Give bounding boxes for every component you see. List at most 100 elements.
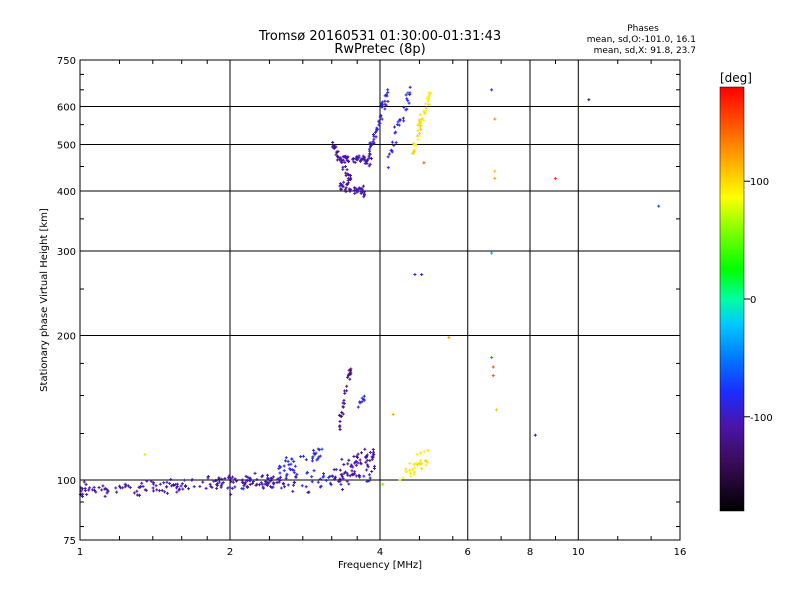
data-point [175, 486, 179, 490]
data-point [405, 107, 409, 111]
data-point [402, 119, 406, 123]
data-point [352, 186, 356, 190]
data-point [417, 462, 421, 466]
data-point [277, 467, 281, 471]
plot-frame [79, 59, 681, 541]
data-point [348, 474, 352, 478]
data-point [420, 117, 424, 121]
data-point [491, 374, 495, 378]
data-point [264, 479, 268, 483]
y-tick-label: 400 [57, 187, 76, 198]
data-point [137, 485, 141, 489]
data-point [305, 470, 309, 474]
data-point [494, 408, 498, 412]
data-point [424, 459, 428, 463]
data-point [368, 476, 372, 480]
data-point [359, 157, 363, 161]
data-point [172, 483, 176, 487]
data-point [339, 160, 343, 164]
data-point [347, 482, 351, 486]
data-point [357, 186, 361, 190]
data-point [411, 141, 415, 145]
data-point [269, 479, 273, 483]
data-point [356, 456, 360, 460]
data-point [491, 365, 495, 369]
x-axis-label: Frequency [MHz] [338, 560, 422, 571]
data-point [253, 471, 257, 475]
data-point [330, 145, 334, 149]
data-point [169, 477, 173, 481]
data-point [383, 94, 387, 98]
data-point [322, 474, 326, 478]
data-point [227, 474, 231, 478]
data-point [384, 103, 388, 107]
data-point [329, 483, 333, 487]
data-point [425, 460, 429, 464]
data-point [587, 98, 591, 102]
data-point [347, 458, 351, 462]
data-point [376, 127, 380, 131]
data-point [164, 485, 168, 489]
data-point [341, 405, 345, 409]
data-point [355, 155, 359, 159]
data-point [426, 448, 430, 452]
data-point [360, 451, 364, 455]
phase-box-x-line: mean, sd,X: 91.8, 23.7 [594, 46, 696, 56]
data-point [251, 479, 255, 483]
data-point [103, 494, 107, 498]
data-point [419, 128, 423, 132]
data-point [155, 488, 159, 492]
data-point [245, 485, 249, 489]
data-point [386, 166, 390, 170]
data-point [132, 491, 136, 495]
data-point [360, 190, 364, 194]
data-point [80, 487, 84, 491]
colorbar-ticks: 100 0 -100 [744, 177, 773, 424]
data-point [408, 468, 412, 472]
data-points [78, 85, 661, 499]
data-point [344, 190, 348, 194]
data-point [342, 398, 346, 402]
data-point [350, 469, 354, 473]
data-point [490, 355, 494, 359]
data-point [105, 491, 109, 495]
data-point [348, 377, 352, 381]
data-point [412, 473, 416, 477]
data-point [318, 477, 322, 481]
data-point [416, 129, 420, 133]
data-point [343, 160, 347, 164]
colorbar-tick-label: -100 [750, 413, 773, 424]
data-point [158, 482, 162, 486]
data-point [368, 145, 372, 149]
data-point [220, 482, 224, 486]
data-point [363, 447, 367, 451]
data-point [419, 451, 423, 455]
data-point [219, 485, 223, 489]
data-point [369, 157, 373, 161]
data-point [299, 455, 303, 459]
data-point [419, 124, 423, 128]
data-point [338, 468, 342, 472]
data-point [271, 475, 275, 479]
data-point [124, 483, 128, 487]
data-point [283, 459, 287, 463]
data-point [327, 476, 331, 480]
data-point [104, 487, 108, 491]
data-point [380, 104, 384, 108]
data-point [255, 477, 259, 481]
data-point [191, 478, 195, 482]
data-point [343, 391, 347, 395]
colorbar-tick-label: 0 [750, 295, 756, 306]
data-point [344, 171, 348, 175]
data-point [355, 188, 359, 192]
data-point [362, 158, 366, 162]
data-point [187, 487, 191, 491]
data-point [352, 454, 356, 458]
data-point [392, 143, 396, 147]
data-point [163, 490, 167, 494]
data-point [244, 474, 248, 478]
data-point [418, 126, 422, 130]
data-point [266, 473, 270, 477]
data-point [408, 91, 412, 95]
data-point [240, 481, 244, 485]
